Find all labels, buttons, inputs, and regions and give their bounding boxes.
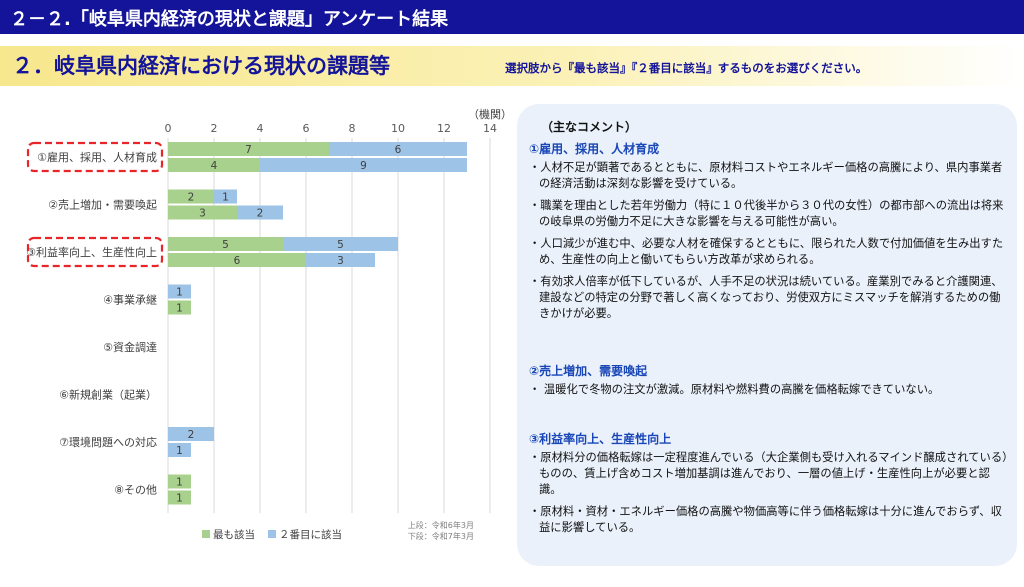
- bar-segment-second: [237, 205, 283, 220]
- category-label: ⑧その他: [114, 484, 157, 497]
- bar-segment-most: [168, 237, 283, 251]
- legend-swatch-second: [268, 530, 276, 538]
- comment-item: ・原材料分の価格転嫁は一定程度進んでいる（大企業側も受け入れるマインド醸成されて…: [529, 451, 1008, 496]
- page-title: ２－２.「岐阜県内経済の現状と課題」アンケート結果: [10, 9, 449, 30]
- legend-label-second: ２番目に該当: [279, 528, 342, 541]
- comment-section-title: ①雇用、採用、人材育成: [529, 142, 660, 156]
- bar-segment-second: [168, 427, 214, 441]
- bar-segment-most: [168, 474, 191, 489]
- bar-data-label: 2: [188, 192, 195, 204]
- bar-data-label: 1: [176, 445, 183, 457]
- bar-data-label: 2: [188, 429, 195, 441]
- comment-item: ・人口減少が進む中、必要な人材を確保するとともに、限られた人数で付加価値を生み出…: [529, 237, 1004, 266]
- comments-heading: （主なコメント）: [541, 120, 638, 134]
- bar-data-label: 5: [337, 239, 344, 251]
- x-tick-label: 14: [483, 122, 497, 135]
- x-tick-label: 0: [165, 122, 172, 135]
- bar-data-label: 1: [176, 493, 183, 505]
- x-tick-label: 6: [303, 122, 310, 135]
- category-label: ⑤資金調達: [103, 340, 157, 354]
- bar-segment-second: [283, 237, 398, 251]
- comment-item: ・有効求人倍率が低下しているが、人手不足の状況は続いている。産業別でみると介護関…: [529, 275, 1003, 320]
- bar-data-label: 4: [211, 160, 218, 172]
- bar-data-label: 5: [222, 239, 229, 251]
- comment-section-sales: ②売上増加、需要喚起 ・ 温暖化で冬物の注文が激減。原材料や燃料費の高騰を価格転…: [529, 362, 1009, 404]
- subtitle-bar: ２．岐阜県内経済における現状の課題等 選択肢から『最も該当』『２番目に該当』する…: [0, 46, 1024, 86]
- bar-segment-most: [168, 253, 306, 267]
- legend-label-most: 最も該当: [213, 528, 255, 541]
- bar-data-label: 6: [234, 255, 241, 267]
- highlight-box: [26, 141, 164, 173]
- instruction-text: 選択肢から『最も該当』『２番目に該当』するものをお選びください。: [505, 61, 868, 75]
- category-label: ③利益率向上、生産性向上: [26, 245, 157, 259]
- bar-segment-most: [168, 158, 260, 172]
- bar-segment-second: [260, 158, 467, 172]
- comment-item: ・ 温暖化で冬物の注文が激減。原材料や燃料費の高騰を価格転嫁できていない。: [529, 383, 940, 396]
- row-note-lower: 下段：令和7年3月: [408, 531, 474, 541]
- legend-swatch-most: [202, 530, 210, 538]
- bar-data-label: 7: [245, 144, 252, 156]
- x-tick-label: 10: [391, 122, 405, 135]
- highlight-box: [26, 236, 164, 268]
- comment-item: ・原材料・資材・エネルギー価格の高騰や物価高等に伴う価格転嫁は十分に進んでおらず…: [529, 505, 1002, 534]
- category-label: ①雇用、採用、人材育成: [37, 150, 157, 164]
- category-label: ⑦環境問題への対応: [59, 435, 157, 449]
- bar-data-label: 2: [257, 208, 264, 220]
- bar-data-label: 3: [199, 208, 206, 220]
- row-note-upper: 上段：令和6年3月: [408, 520, 474, 530]
- comment-section-profit: ③利益率向上、生産性向上 ・原材料分の価格転嫁は一定程度進んでいる（大企業側も受…: [529, 430, 1009, 542]
- bar-data-label: 3: [337, 255, 344, 267]
- comment-item: ・職業を理由とした若年労働力（特に１０代後半から３０代の女性）の都市部への流出は…: [529, 199, 1004, 228]
- category-label: ②売上増加・需要喚起: [48, 199, 157, 212]
- bar-segment-second: [329, 142, 467, 156]
- bar-data-label: 1: [222, 192, 229, 204]
- comment-item: ・人材不足が顕著であるとともに、原材料コストやエネルギー価格の高騰により、県内事…: [529, 161, 1003, 190]
- bar-segment-second: [168, 284, 191, 299]
- comments-panel: （主なコメント） ①雇用、採用、人材育成 ・人材不足が顕著であるとともに、原材料…: [517, 104, 1017, 566]
- section-title: ２．岐阜県内経済における現状の課題等: [12, 54, 390, 78]
- category-label: ④事業承継: [103, 293, 157, 307]
- x-tick-label: 2: [211, 122, 218, 135]
- x-tick-label: 4: [257, 122, 264, 135]
- bar-segment-most: [168, 205, 237, 220]
- bar-segment-second: [214, 189, 237, 204]
- unit-label: （機関）: [468, 107, 510, 121]
- bar-segment-most: [168, 189, 214, 204]
- comment-section-title: ②売上増加、需要喚起: [529, 364, 648, 378]
- comment-section-employment: ①雇用、採用、人材育成 ・人材不足が顕著であるとともに、原材料コストやエネルギー…: [529, 140, 1009, 328]
- x-tick-label: 8: [349, 122, 356, 135]
- bar-data-label: 1: [176, 477, 183, 489]
- bar-data-label: 1: [176, 287, 183, 299]
- bar-segment-most: [168, 490, 191, 505]
- bar-data-label: 1: [176, 303, 183, 315]
- x-tick-label: 12: [437, 122, 451, 135]
- bar-data-label: 6: [395, 144, 402, 156]
- category-label: ⑥新規創業（起業）: [59, 388, 157, 402]
- title-bar: ２－２.「岐阜県内経済の現状と課題」アンケート結果: [0, 0, 1024, 34]
- bar-segment-second: [168, 443, 191, 457]
- bar-segment-most: [168, 300, 191, 315]
- bar-segment-second: [306, 253, 375, 267]
- bar-data-label: 9: [360, 160, 367, 172]
- comment-section-title: ③利益率向上、生産性向上: [529, 432, 672, 446]
- bar-segment-most: [168, 142, 329, 156]
